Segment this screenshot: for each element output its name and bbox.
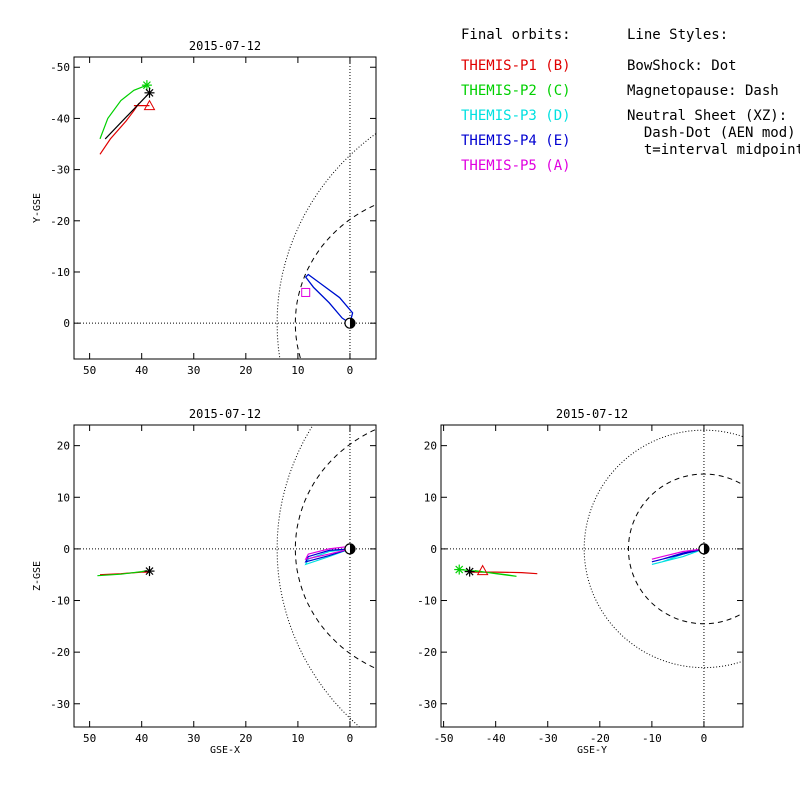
xy-series-themis-p2-c--line [99, 84, 148, 140]
xy-earth-night-side [349, 318, 355, 329]
xz-series-themis-p5-a--line [304, 545, 351, 561]
xy-series-themis-p1-b--line [99, 102, 140, 155]
legend-styles-title: Line Styles: [627, 27, 729, 43]
xy-y-tick-label: -40 [50, 112, 70, 125]
xy-p2-end-star [142, 81, 151, 90]
xy-x-tick-label: 40 [135, 364, 148, 377]
yz-y-tick-label: -10 [417, 595, 437, 608]
xz-x-tick-label: 0 [347, 732, 354, 745]
legend-probe-p5: THEMIS-P5 (A) [461, 158, 571, 174]
xz-y-axis-label: Z-GSE [32, 561, 43, 591]
yz-p1-end-triangle [476, 564, 489, 576]
yz-x-tick-label: 0 [701, 732, 708, 745]
xy-y-tick-label: 0 [63, 317, 70, 330]
xy-y-axis-label: Y-GSE [32, 193, 43, 223]
xy-x-tick-label: 10 [291, 364, 304, 377]
yz-x-tick-label: -50 [434, 732, 454, 745]
yz-x-tick-label: -30 [538, 732, 558, 745]
legend-style-aen-mod: Dash-Dot (AEN mod) [627, 125, 796, 141]
xz-y-tick-label: 20 [57, 440, 70, 453]
xy-x-tick-label: 50 [83, 364, 96, 377]
yz-x-axis-label: GSE-Y [577, 745, 607, 756]
yz-x-tick-label: -10 [642, 732, 662, 745]
xz-x-tick-label: 30 [187, 732, 200, 745]
legend-probe-p2: THEMIS-P2 (C) [461, 83, 571, 99]
xy-p1-end-triangle [143, 99, 156, 111]
xz-x-axis-label: GSE-X [210, 745, 240, 756]
yz-y-tick-label: -20 [417, 646, 437, 659]
yz-panel-frame [440, 424, 744, 728]
yz-x-tick-label: -40 [486, 732, 506, 745]
xz-x-tick-label: 20 [239, 732, 252, 745]
xy-x-tick-label: 20 [239, 364, 252, 377]
legend-style-neutral-sheet: Neutral Sheet (XZ): [627, 108, 788, 124]
xy-bowshock-line [276, 132, 376, 359]
yz-y-tick-label: -30 [417, 698, 437, 711]
xz-start-star [145, 567, 154, 576]
legend-probe-p1: THEMIS-P1 (B) [461, 58, 571, 74]
xy-series-themis-p3-d--line [304, 273, 354, 324]
yz-magnetopause-line [627, 473, 743, 625]
yz-start-star [465, 567, 474, 576]
xy-y-tick-label: -50 [50, 61, 70, 74]
xz-x-tick-label: 40 [135, 732, 148, 745]
plot-marks-layer: 50 40 30 20 10 0 0 -10 -20 -30 -40 -50 50 40 30 20 10 0 20… [50, 57, 743, 745]
yz-series-themis-p2-c--line [459, 568, 517, 577]
xz-y-tick-label: 10 [57, 491, 70, 504]
xy-series-themis-p4-e--line [304, 273, 354, 324]
xy-panel-title: 2015-07-12 [189, 39, 261, 53]
yz-earth-night-side [703, 543, 709, 554]
xz-panel-title: 2015-07-12 [189, 407, 261, 421]
yz-y-tick-label: 20 [424, 440, 437, 453]
xy-y-tick-label: -20 [50, 215, 70, 228]
xz-x-tick-label: 50 [83, 732, 96, 745]
xy-series-sun-direction-line [104, 92, 150, 140]
xy-start-star [145, 88, 154, 97]
legend-probe-p3: THEMIS-P3 (D) [461, 108, 571, 124]
legend-probe-p4: THEMIS-P4 (E) [461, 133, 571, 149]
xz-series-themis-p2-c--line [97, 570, 148, 577]
xy-x-tick-label: 0 [347, 364, 354, 377]
xz-y-tick-label: -30 [50, 698, 70, 711]
legend-style-midpoint: t=interval midpoint [627, 142, 800, 158]
xz-panel-frame [73, 424, 377, 728]
yz-y-tick-label: 0 [430, 543, 437, 556]
xz-y-tick-label: 0 [63, 543, 70, 556]
xy-y-tick-label: -30 [50, 164, 70, 177]
yz-x-tick-label: -20 [590, 732, 610, 745]
yz-y-tick-label: 10 [424, 491, 437, 504]
xz-x-tick-label: 10 [291, 732, 304, 745]
yz-panel-title: 2015-07-12 [556, 407, 628, 421]
xy-panel-frame [73, 56, 377, 360]
legend-orbits-title: Final orbits: [461, 27, 571, 43]
yz-series-themis-p4-e--line [651, 548, 705, 563]
legend-style-bowshock: BowShock: Dot [627, 58, 737, 74]
legend-style-magnetopause: Magnetopause: Dash [627, 83, 779, 99]
xz-earth-night-side [349, 543, 355, 554]
xy-x-tick-label: 30 [187, 364, 200, 377]
yz-p2-end-star [455, 565, 464, 574]
yz-series-themis-p1-b--line [469, 571, 538, 575]
xy-y-tick-label: -10 [50, 266, 70, 279]
xz-y-tick-label: -10 [50, 595, 70, 608]
xy-series-themis-p5-a--marker [301, 287, 311, 297]
xz-y-tick-label: -20 [50, 646, 70, 659]
yz-series-themis-p5-a--line [651, 548, 704, 560]
yz-bowshock-line [583, 429, 743, 669]
